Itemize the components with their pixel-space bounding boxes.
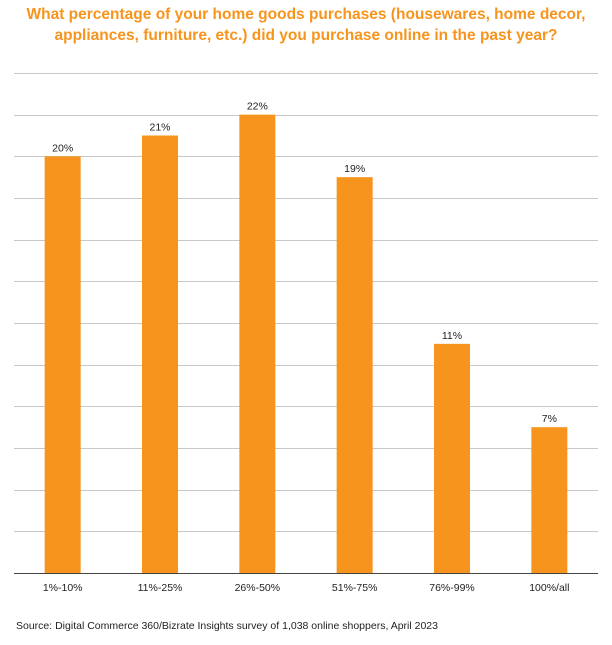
x-tick-label: 76%-99% xyxy=(429,582,475,594)
source-note: Source: Digital Commerce 360/Bizrate Ins… xyxy=(16,620,438,632)
bar xyxy=(336,177,373,573)
data-label: 22% xyxy=(247,101,268,113)
bars xyxy=(44,114,568,574)
x-tick-label: 100%/all xyxy=(529,582,569,594)
data-label: 19% xyxy=(344,163,365,175)
data-labels: 20% 21% 22% 19% 11% 7% xyxy=(52,101,557,425)
data-label: 21% xyxy=(149,122,170,134)
x-tick-label: 1%-10% xyxy=(43,582,83,594)
x-axis: 1%-10% 11%-25% 26%-50% 51%-75% 76%-99% 100%/a… xyxy=(14,573,598,594)
chart-title: What percentage of your home goods purch… xyxy=(26,6,586,44)
x-tick-label: 11%-25% xyxy=(138,582,183,594)
data-label: 7% xyxy=(542,413,557,425)
bar xyxy=(434,343,470,573)
gridlines xyxy=(14,73,598,532)
bar xyxy=(531,427,568,573)
x-tick-label: 51%-75% xyxy=(332,582,378,594)
bar xyxy=(44,156,81,574)
data-label: 11% xyxy=(442,330,462,342)
bar xyxy=(142,135,178,573)
data-label: 20% xyxy=(52,142,73,154)
bar xyxy=(239,114,276,574)
x-tick-label: 26%-50% xyxy=(235,582,281,594)
